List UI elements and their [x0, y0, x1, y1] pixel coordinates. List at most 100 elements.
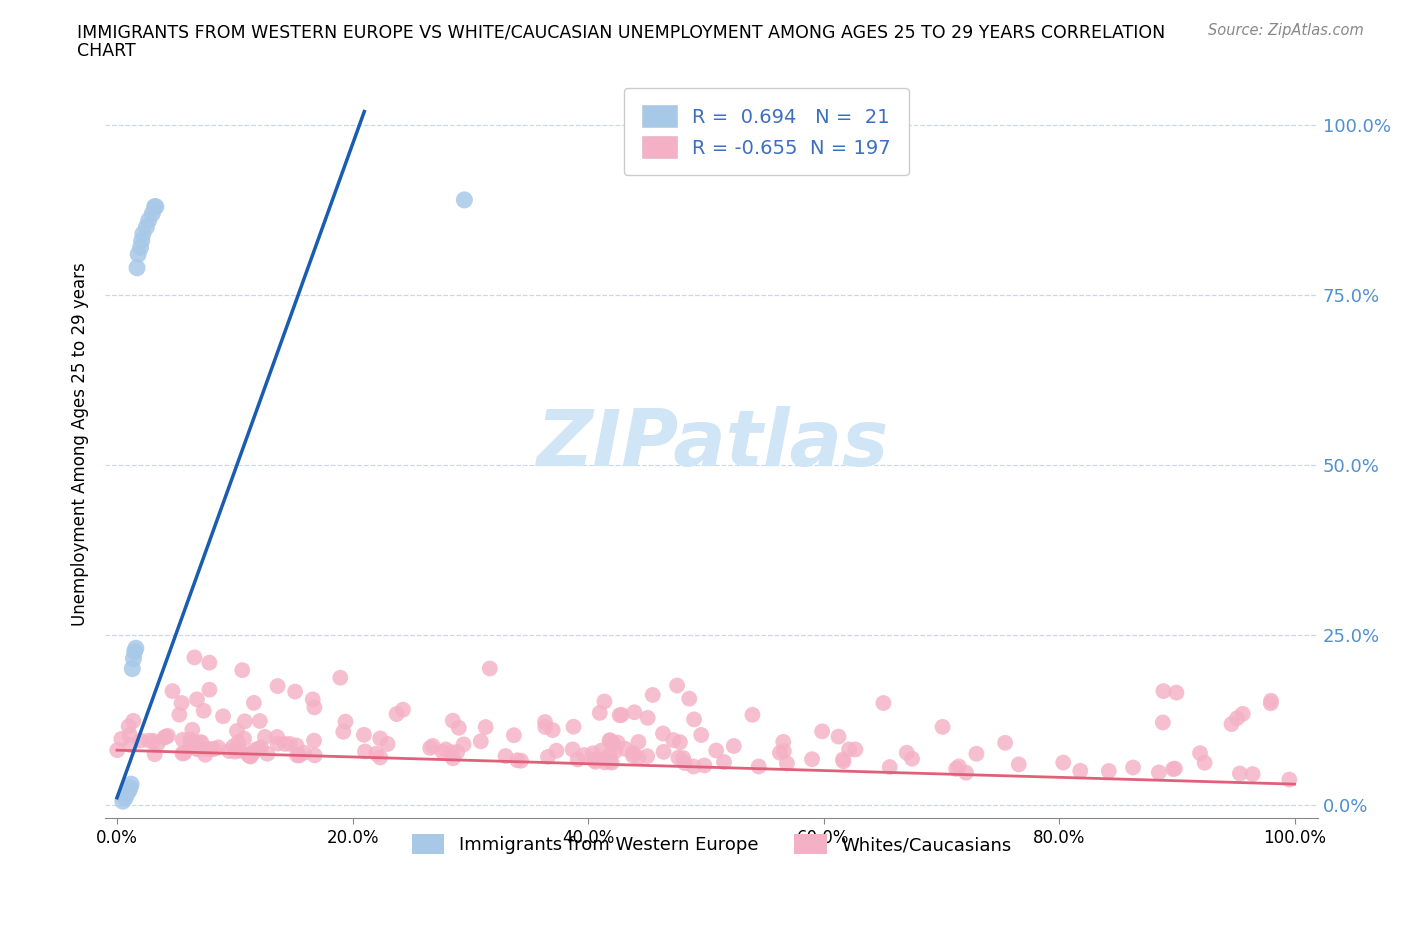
Point	[453, 193, 475, 207]
Point	[948, 759, 970, 774]
Point	[117, 719, 139, 734]
Point	[1152, 684, 1174, 698]
Point	[541, 723, 564, 737]
Point	[422, 738, 444, 753]
Point	[453, 737, 475, 751]
Point	[236, 747, 259, 762]
Point	[110, 732, 132, 747]
Point	[678, 691, 700, 706]
Point	[965, 747, 987, 762]
Point	[1008, 757, 1031, 772]
Point	[224, 744, 246, 759]
Point	[589, 706, 612, 721]
Point	[474, 720, 496, 735]
Point	[652, 726, 675, 741]
Point	[115, 787, 138, 802]
Point	[627, 751, 650, 765]
Point	[994, 736, 1017, 751]
Point	[173, 746, 195, 761]
Point	[741, 708, 763, 723]
Point	[253, 729, 276, 744]
Point	[1098, 764, 1121, 778]
Point	[672, 751, 695, 765]
Point	[534, 720, 557, 735]
Point	[243, 696, 266, 711]
Point	[641, 687, 664, 702]
Point	[776, 756, 799, 771]
Point	[169, 707, 191, 722]
Point	[572, 748, 595, 763]
Point	[1161, 762, 1184, 777]
Point	[627, 735, 650, 750]
Point	[212, 709, 235, 724]
Point	[621, 749, 644, 764]
Point	[562, 719, 585, 734]
Point	[623, 705, 645, 720]
Point	[198, 656, 221, 671]
Point	[582, 752, 605, 767]
Point	[207, 740, 229, 755]
Point	[546, 743, 568, 758]
Point	[827, 729, 849, 744]
Point	[118, 780, 141, 795]
Point	[683, 712, 706, 727]
Point	[183, 650, 205, 665]
Point	[441, 713, 464, 728]
Point	[844, 742, 866, 757]
Point	[278, 737, 301, 751]
Point	[218, 743, 240, 758]
Point	[125, 260, 148, 275]
Point	[111, 793, 134, 808]
Point	[434, 742, 457, 757]
Point	[170, 696, 193, 711]
Point	[606, 735, 628, 750]
Point	[666, 751, 689, 765]
Point	[138, 213, 160, 228]
Point	[432, 745, 454, 760]
Point	[385, 707, 408, 722]
Point	[593, 694, 616, 709]
Point	[239, 750, 262, 764]
Point	[122, 651, 145, 666]
Point	[247, 741, 270, 756]
Point	[187, 742, 209, 757]
Point	[179, 732, 201, 747]
Point	[1194, 755, 1216, 770]
Point	[302, 733, 325, 748]
Point	[238, 749, 260, 764]
Point	[605, 744, 627, 759]
Point	[440, 745, 463, 760]
Point	[652, 744, 675, 759]
Point	[534, 714, 557, 729]
Point	[129, 733, 152, 748]
Point	[599, 733, 621, 748]
Point	[266, 737, 288, 751]
Point	[194, 741, 217, 756]
Point	[801, 751, 824, 766]
Point	[222, 739, 245, 754]
Point	[179, 740, 201, 755]
Point	[1189, 746, 1212, 761]
Point	[304, 748, 326, 763]
Point	[593, 755, 616, 770]
Point	[156, 728, 179, 743]
Point	[105, 743, 128, 758]
Point	[145, 199, 167, 214]
Point	[931, 720, 953, 735]
Point	[250, 740, 273, 755]
Point	[495, 749, 517, 764]
Point	[478, 661, 501, 676]
Point	[329, 671, 352, 685]
Point	[120, 737, 142, 752]
Point	[141, 206, 163, 221]
Point	[202, 741, 225, 756]
Point	[285, 738, 308, 753]
Point	[284, 684, 307, 699]
Point	[945, 762, 967, 777]
Point	[1241, 766, 1264, 781]
Point	[190, 735, 212, 750]
Point	[506, 752, 529, 767]
Point	[773, 744, 796, 759]
Point	[120, 777, 142, 791]
Point	[193, 703, 215, 718]
